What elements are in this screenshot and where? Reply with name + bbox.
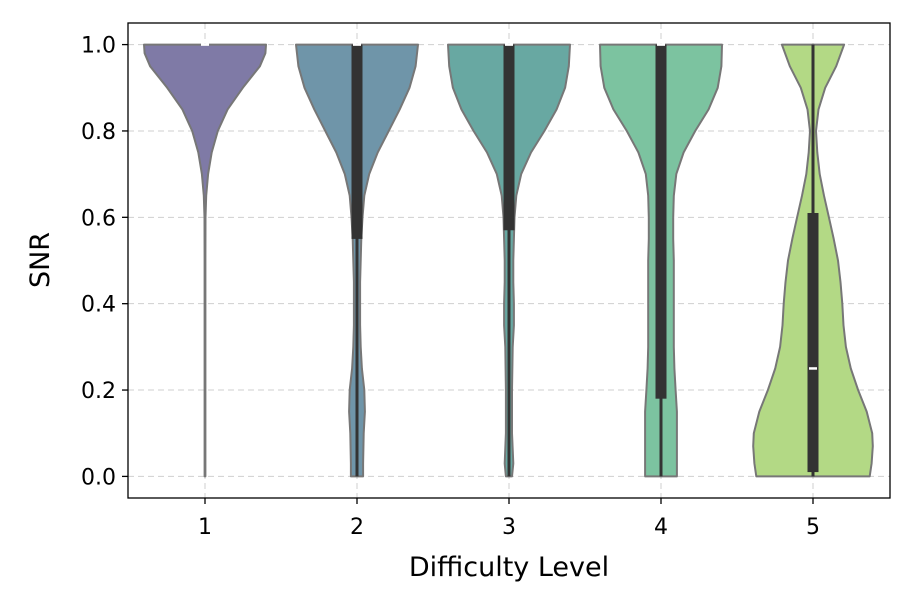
x-tick-label: 5 (806, 515, 820, 540)
y-tick-label: 0.6 (81, 206, 116, 231)
x-tick-label: 2 (350, 515, 364, 540)
violin-iqr-box (503, 44, 515, 231)
violin-iqr-box (351, 44, 363, 239)
violin-iqr-box (807, 213, 819, 473)
x-tick-label: 1 (198, 515, 212, 540)
x-axis-label: Difficulty Level (409, 552, 609, 583)
y-tick-label: 0.8 (81, 120, 116, 145)
y-tick-label: 1.0 (81, 34, 116, 59)
violin-iqr-box (655, 44, 667, 399)
y-axis: 0.0 0.2 0.4 0.6 0.8 1.0 (81, 34, 128, 490)
y-axis-label: SNR (25, 232, 56, 288)
y-tick-label: 0.2 (81, 379, 116, 404)
x-axis: 1 2 3 4 5 (198, 498, 820, 540)
x-tick-label: 4 (654, 515, 668, 540)
y-tick-label: 0.0 (81, 465, 116, 490)
violins (143, 43, 874, 478)
violin-body (143, 43, 267, 478)
y-tick-label: 0.4 (81, 293, 116, 318)
x-tick-label: 3 (502, 515, 516, 540)
